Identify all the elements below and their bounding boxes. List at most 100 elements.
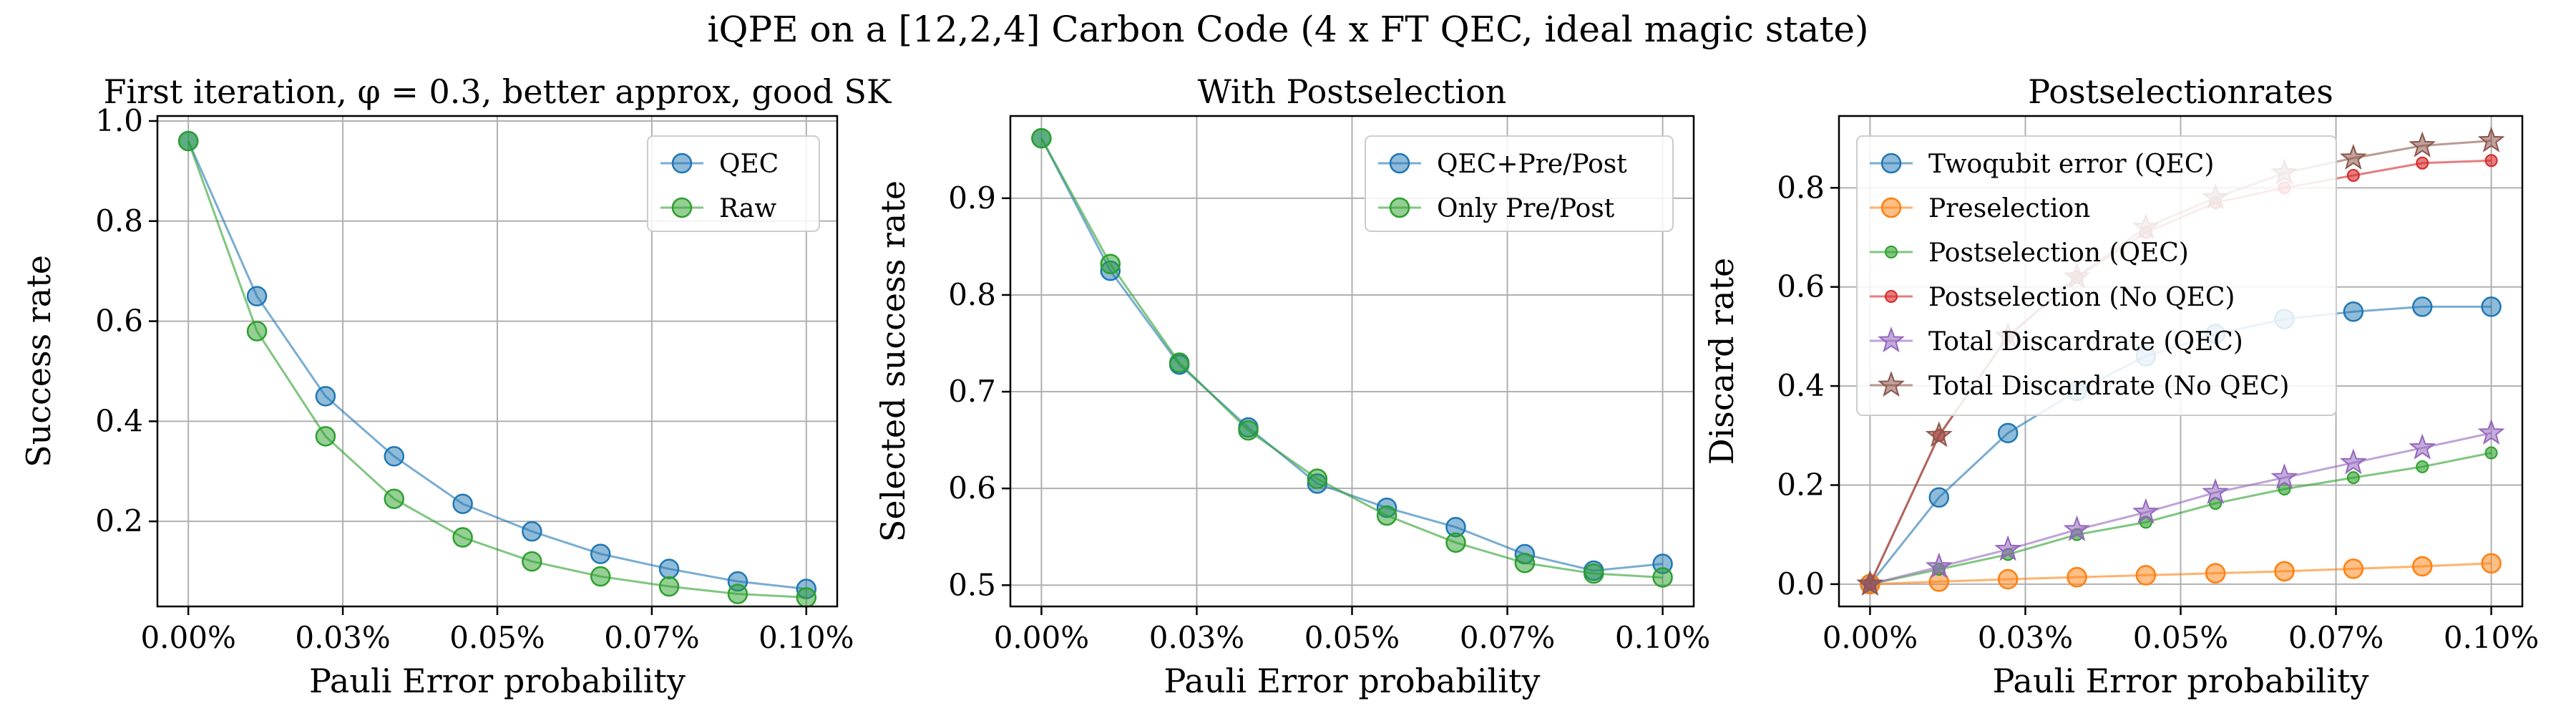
series-2 xyxy=(177,130,817,608)
legend-label: Total Discardrate (QEC) xyxy=(1928,327,2243,357)
data-point xyxy=(1994,535,2022,561)
series-line xyxy=(187,140,806,599)
data-point xyxy=(2346,471,2360,485)
data-point xyxy=(1376,505,1397,526)
data-point xyxy=(1997,569,2019,590)
legend-label: QEC xyxy=(719,150,779,179)
legend-marker xyxy=(1878,326,1905,353)
y-tick-label: 1.0 xyxy=(95,103,143,138)
y-tick-label: 0.8 xyxy=(1777,170,1825,205)
data-point xyxy=(2484,154,2498,168)
x-axis-label: Pauli Error probability xyxy=(1993,662,2369,700)
x-tick-label: 0.00% xyxy=(994,620,1089,655)
x-tick-label: 0.07% xyxy=(2288,620,2384,655)
chart-title: First iteration, φ = 0.3, better approx,… xyxy=(104,72,892,111)
data-point xyxy=(658,558,680,579)
data-point xyxy=(2477,418,2505,445)
data-point xyxy=(2411,296,2433,317)
data-point xyxy=(315,386,336,407)
y-tick-label: 0.4 xyxy=(95,403,143,438)
data-point xyxy=(2409,433,2436,460)
data-point xyxy=(1100,253,1121,274)
chart-title: Postselectionrates xyxy=(2028,72,2333,111)
data-point xyxy=(2063,515,2091,541)
legend-label: Total Discardrate (No QEC) xyxy=(1928,372,2289,401)
legend-label: Only Pre/Post xyxy=(1437,194,1615,223)
data-point xyxy=(315,426,336,447)
x-tick-label: 0.10% xyxy=(758,620,854,655)
legend-entry: Postselection (No QEC) xyxy=(1870,283,2235,312)
legend-marker xyxy=(1885,246,1898,258)
data-point xyxy=(522,521,542,542)
x-tick-label: 0.10% xyxy=(1615,620,1710,655)
series-line xyxy=(1870,452,2492,586)
y-tick-label: 0.9 xyxy=(948,180,996,216)
legend-label: Postselection (QEC) xyxy=(1928,238,2189,268)
legend-box xyxy=(1856,135,2337,416)
data-point xyxy=(1514,552,1536,574)
data-point xyxy=(727,584,748,604)
legend-label: Postselection (No QEC) xyxy=(1928,283,2235,312)
data-point xyxy=(2416,460,2429,473)
data-point xyxy=(1652,567,1673,588)
data-point xyxy=(522,551,542,572)
legend-entry: Twoqubit error (QEC) xyxy=(1870,150,2214,179)
data-point xyxy=(2343,301,2364,322)
chart-1: 0.00% 0.03% 0.05% 0.07% 0.10% 0.2 0.4 0.6 0.8 1.0… xyxy=(19,72,892,700)
data-point xyxy=(2339,143,2367,170)
data-point xyxy=(177,130,199,152)
y-axis-label: Discard rate xyxy=(1702,258,1741,465)
x-tick-label: 0.03% xyxy=(1978,620,2073,655)
data-point xyxy=(1925,552,1953,579)
data-point xyxy=(2477,126,2505,153)
series-2 xyxy=(1031,127,1673,588)
data-point xyxy=(2202,478,2230,504)
x-tick-label: 0.05% xyxy=(2133,620,2228,655)
data-point xyxy=(452,493,473,514)
series-line xyxy=(1870,432,2492,586)
x-tick-label: 0.10% xyxy=(2444,620,2539,655)
legend-marker xyxy=(1878,371,1905,397)
series-line xyxy=(1870,562,2492,586)
x-tick-label: 0.07% xyxy=(604,620,699,655)
legend-entry: QEC+Pre/Post xyxy=(1378,150,1627,179)
data-point xyxy=(1031,127,1052,149)
legend-marker xyxy=(1389,153,1410,174)
data-point xyxy=(384,446,405,467)
data-point xyxy=(590,543,611,564)
y-tick-label: 0.5 xyxy=(948,567,996,602)
y-axis-label: Success rate xyxy=(19,255,58,468)
plots: 0.00% 0.03% 0.05% 0.07% 0.10% 0.2 0.4 0.6 0.8 1.0… xyxy=(19,72,2539,700)
legend-entry: Total Discardrate (No QEC) xyxy=(1870,371,2289,401)
x-tick-label: 0.00% xyxy=(140,620,235,655)
data-point xyxy=(1169,352,1190,373)
legend-entry: Only Pre/Post xyxy=(1378,194,1615,223)
chart-2: 0.00% 0.03% 0.05% 0.07% 0.10% 0.5 0.6 0.7 0.8 0.9… xyxy=(874,72,1710,700)
legend-entry: QEC xyxy=(660,150,779,179)
data-point xyxy=(2346,169,2360,183)
data-point xyxy=(2484,446,2498,460)
legend-marker xyxy=(671,197,693,218)
x-axis-label: Pauli Error probability xyxy=(1164,662,1541,700)
data-point xyxy=(590,566,611,587)
legend-entry: Postselection (QEC) xyxy=(1870,238,2189,268)
data-point xyxy=(1445,532,1466,553)
legend-marker xyxy=(1880,153,1902,174)
series-line xyxy=(1040,137,1663,572)
series-line xyxy=(187,140,806,591)
data-point xyxy=(2270,463,2298,490)
data-point xyxy=(1928,487,1950,508)
data-point xyxy=(796,587,817,608)
legend-entry: Preselection xyxy=(1870,194,2090,223)
data-point xyxy=(2274,561,2295,582)
y-tick-label: 0.2 xyxy=(1777,467,1825,502)
y-tick-label: 0.2 xyxy=(95,503,143,538)
y-tick-label: 0.8 xyxy=(95,203,143,238)
legend: QEC+Pre/Post Only Pre/Post xyxy=(1365,135,1674,232)
y-tick-label: 0.4 xyxy=(1777,368,1825,403)
data-point xyxy=(1238,420,1259,441)
data-point xyxy=(658,576,680,597)
y-axis-label: Selected success rate xyxy=(874,180,912,542)
data-point xyxy=(2339,448,2367,475)
legend-marker xyxy=(1880,197,1902,218)
